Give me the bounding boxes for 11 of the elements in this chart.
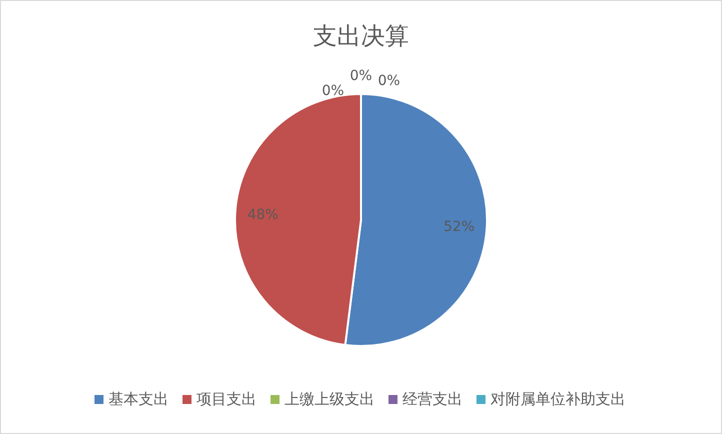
text: 0% xyxy=(378,73,400,89)
legend-label: 对附属单位补助支出 xyxy=(490,390,626,408)
text: 0% xyxy=(350,68,372,84)
legend-label: 经营支出 xyxy=(402,390,462,408)
text: 0% xyxy=(322,83,344,99)
legend-label: 基本支出 xyxy=(108,390,168,408)
legend-label: 项目支出 xyxy=(196,390,256,408)
chart-title: 支出决算 xyxy=(313,22,409,50)
data-label: 52% xyxy=(444,219,475,236)
data-label: 48% xyxy=(247,206,278,223)
legend-label: 上缴上级支出 xyxy=(284,390,374,408)
